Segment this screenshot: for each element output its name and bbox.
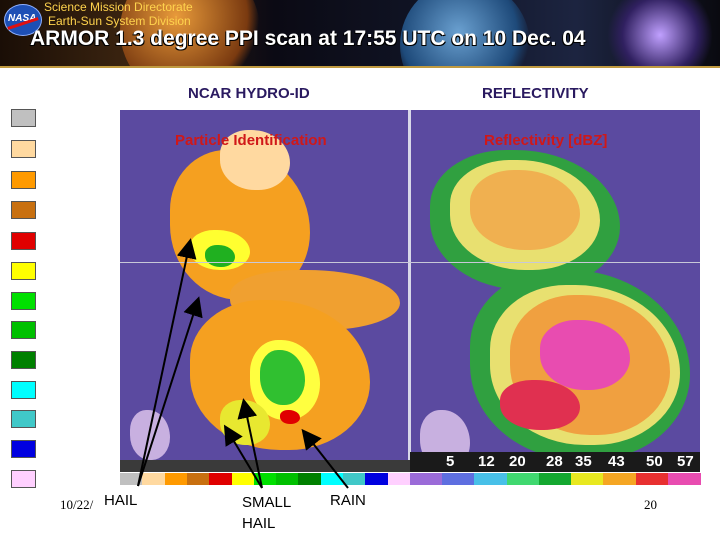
legend-swatch	[11, 321, 36, 339]
colorbar-swatch	[667, 473, 701, 485]
header-banner: NASA Science Mission Directorate Earth-S…	[0, 0, 720, 66]
right-panel-title: REFLECTIVITY	[482, 85, 589, 102]
slide-title: ARMOR 1.3 degree PPI scan at 17:55 UTC o…	[30, 27, 586, 50]
hail-arrow-1	[137, 238, 197, 487]
colorbar-tick: 50	[646, 453, 663, 470]
hydro-strip-swatch	[298, 473, 322, 485]
legend-swatch	[11, 109, 36, 127]
legend-swatch	[11, 440, 36, 458]
planet-graphic	[120, 0, 260, 66]
colorbar-tick: 28	[546, 453, 563, 470]
colorbar-swatch	[603, 473, 637, 485]
rain-label: RAIN	[330, 492, 366, 509]
legend-swatch	[11, 470, 36, 488]
range-line	[120, 262, 700, 263]
hydro-strip-swatch	[186, 473, 210, 485]
footer-date: 10/22/	[60, 497, 94, 512]
org-line-1: Science Mission Directorate	[44, 0, 193, 14]
page-number: 20	[644, 497, 657, 512]
hail-arrow-2	[137, 296, 203, 487]
earth-graphic	[400, 0, 530, 66]
right-panel-subtitle: Reflectivity [dBZ]	[484, 132, 608, 149]
colorbar-swatch	[442, 473, 476, 485]
reflectivity-colorbar-labels: 5 12 20 28 35 43 50 57	[410, 452, 700, 472]
hydro-strip-swatch	[209, 473, 233, 485]
legend-swatch	[11, 232, 36, 250]
colorbar-swatch	[410, 473, 443, 485]
hydro-scale-strip	[120, 460, 411, 485]
hydro-strip-swatch	[387, 473, 411, 485]
colorbar-swatch	[474, 473, 508, 485]
galaxy-graphic	[600, 0, 720, 66]
small-hail-arrow-2	[237, 398, 263, 489]
rain-arrow	[301, 428, 349, 489]
small-hail-label: SMALL HAIL	[242, 494, 291, 532]
legend-swatch	[11, 201, 36, 219]
nasa-logo-text: NASA	[8, 13, 37, 24]
hydro-strip-swatch	[164, 473, 188, 485]
colorbar-tick: 12	[478, 453, 495, 470]
legend-swatch	[11, 381, 36, 399]
banner-divider	[0, 66, 720, 68]
colorbar-tick: 5	[446, 453, 455, 470]
small-hail-arrow-1	[223, 424, 263, 489]
hydro-strip-swatch	[343, 473, 367, 485]
legend-swatch	[11, 140, 36, 158]
hydro-strip-swatch	[120, 473, 143, 485]
panel-divider	[408, 110, 411, 470]
nasa-logo: NASA	[4, 4, 42, 36]
hydro-strip-swatch	[365, 473, 389, 485]
hail-label: HAIL	[104, 492, 138, 509]
left-panel-title: NCAR HYDRO-ID	[188, 85, 310, 102]
colorbar-swatch	[538, 473, 572, 485]
reflectivity-radar-image	[410, 110, 700, 470]
hydro-strip-swatch	[231, 473, 255, 485]
colorbar-tick: 20	[509, 453, 526, 470]
legend-swatch	[11, 262, 36, 280]
legend-swatch	[11, 410, 36, 428]
org-line-2: Earth-Sun System Division	[48, 14, 191, 28]
colorbar-swatch	[506, 473, 540, 485]
colorbar-tick: 43	[608, 453, 625, 470]
colorbar-swatch	[635, 473, 669, 485]
colorbar-tick: 35	[575, 453, 592, 470]
left-panel-subtitle: Particle Identification	[175, 132, 327, 149]
hydro-id-radar-image	[120, 110, 410, 470]
colorbar-tick: 57	[677, 453, 694, 470]
hydro-strip-swatch	[142, 473, 166, 485]
colorbar-swatch	[571, 473, 605, 485]
legend-swatch	[11, 171, 36, 189]
legend-swatch	[11, 351, 36, 369]
legend-swatch	[11, 292, 36, 310]
hydro-strip-swatch	[276, 473, 300, 485]
